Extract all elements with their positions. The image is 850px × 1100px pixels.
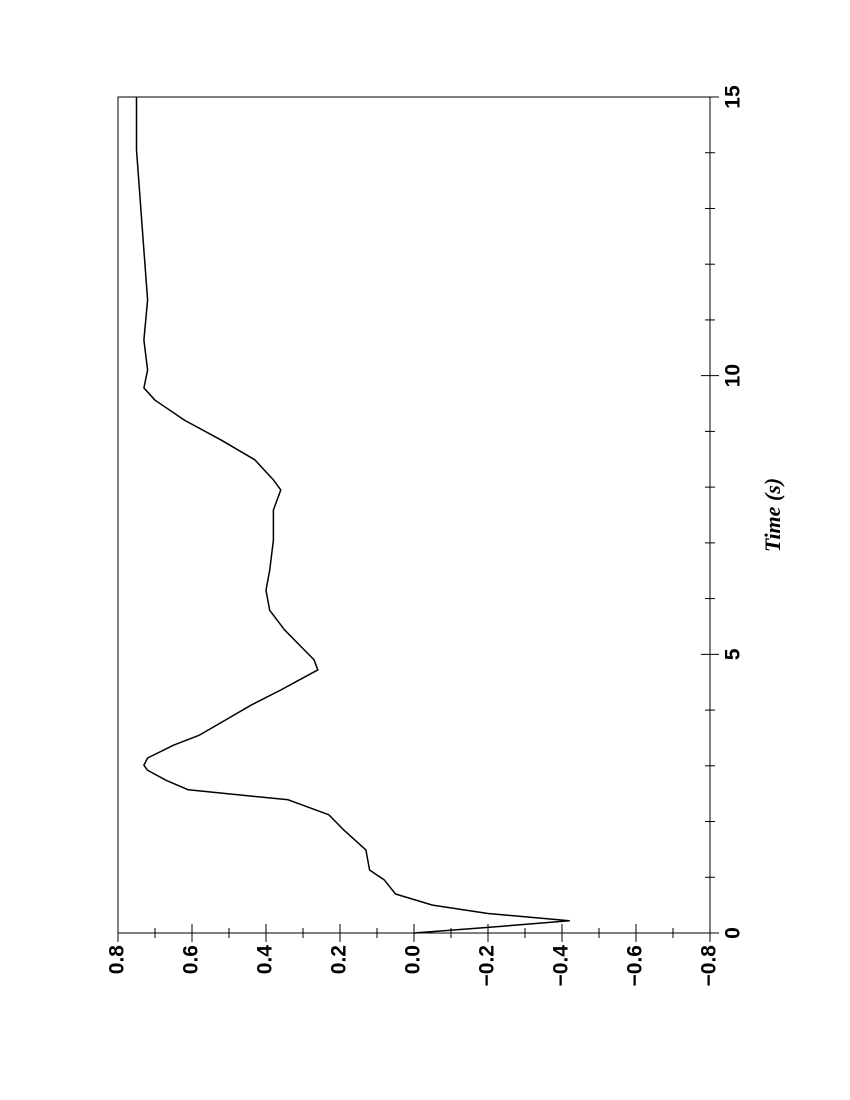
y-tick-label: −0.8 [698,945,721,987]
y-tick-label: 0.2 [328,945,351,974]
x-tick-label: 10 [722,364,745,387]
x-axis-label: Time (s) [760,478,785,552]
y-tick-label: 0.4 [254,945,277,975]
y-tick-label: −0.4 [550,945,573,987]
x-tick-label: 15 [722,85,745,109]
x-tick-label: 5 [722,648,745,660]
y-tick-label: 0.0 [402,945,425,974]
y-tick-label: −0.2 [476,945,499,986]
plot-area: Time (s) 0 5 10 15 −0.8 −0.6 −0.4 −0.2 0.0 0.2 0.4… [106,85,785,986]
plot-frame [117,96,711,934]
y-tick-label: 0.8 [106,945,129,975]
data-line [135,97,571,934]
y-tick-label: 0.6 [180,945,203,974]
x-tick-label: 0 [722,927,745,939]
y-tick-label: −0.6 [624,945,647,986]
